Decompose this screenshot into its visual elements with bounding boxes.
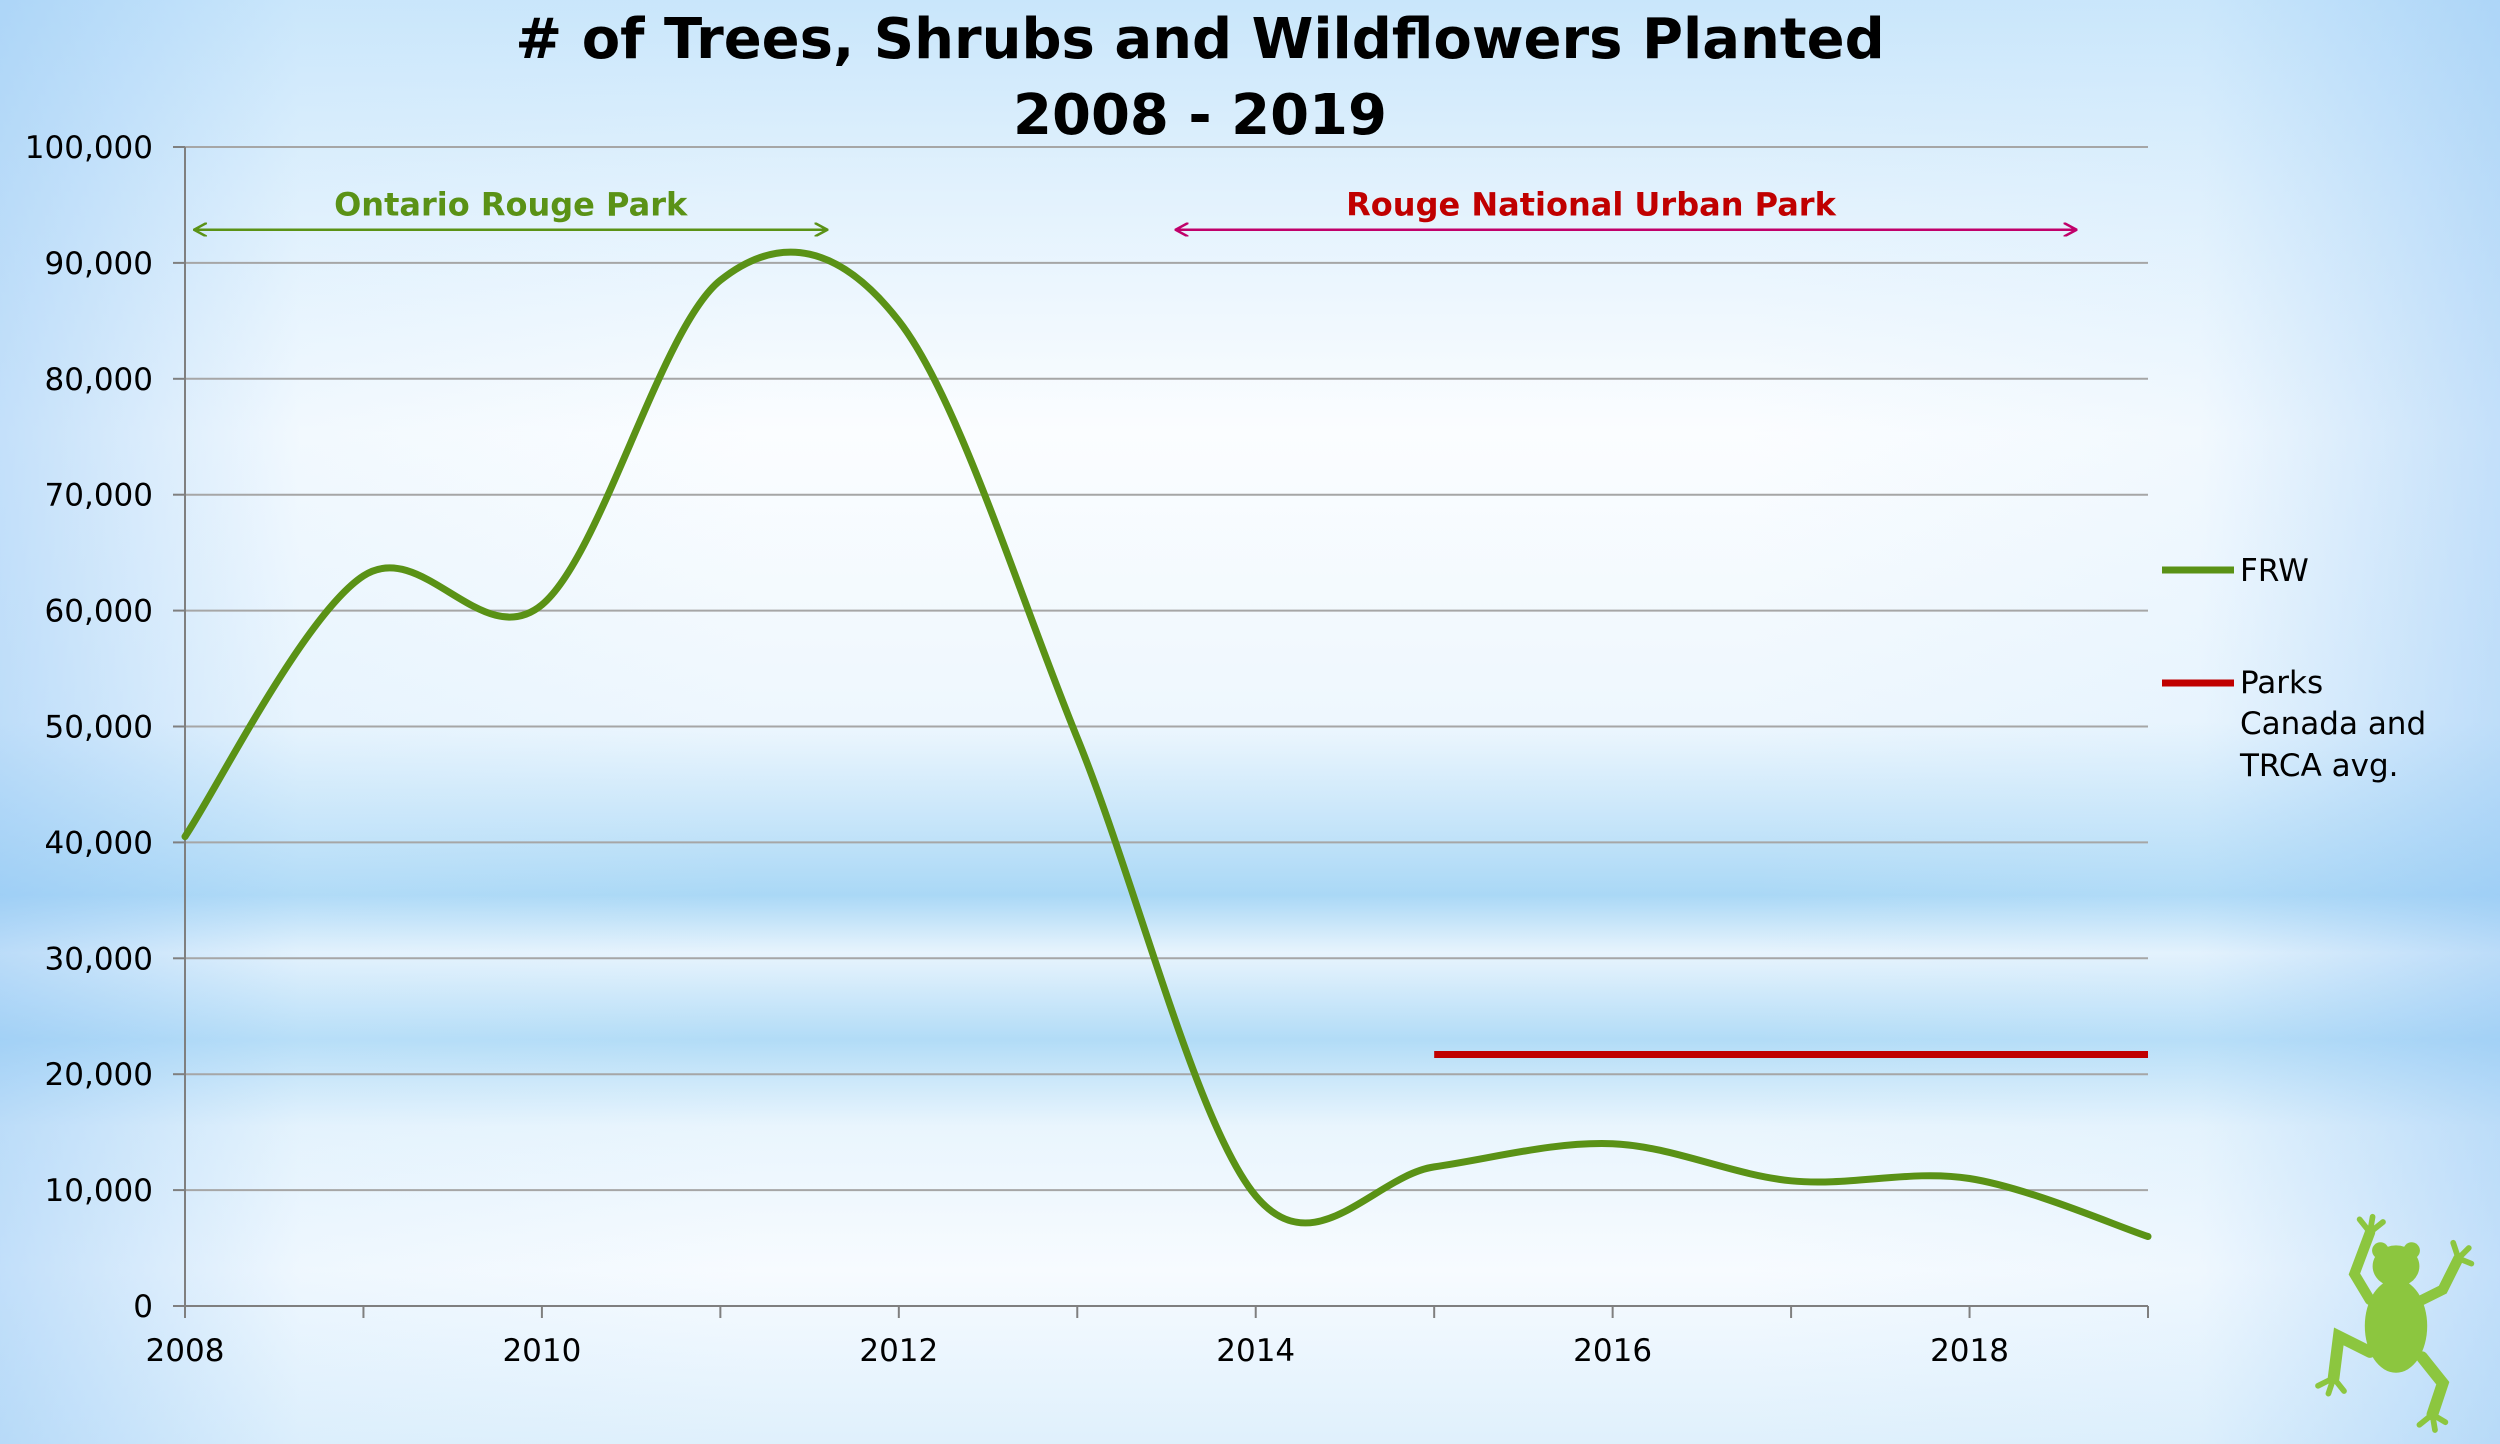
y-tick-label-70000: 70,000 (45, 478, 153, 514)
y-tick-label-10000: 10,000 (45, 1173, 153, 1209)
frw-point-2014 (1253, 1193, 1259, 1199)
x-axis-tick-labels: 2008 2010 2012 2014 2016 2018 (146, 1306, 2149, 1369)
legend-label-parks-line-3: TRCA avg. (2239, 748, 2399, 784)
y-tick-label-60000: 60,000 (45, 594, 153, 630)
chart-title-line-2: 2008 - 2019 (1013, 83, 1387, 148)
legend-label-frw: FRW (2240, 553, 2309, 589)
legend: FRW Parks Canada and TRCA avg. (2162, 553, 2426, 784)
annotation-label-1: Ontario Rouge Park (334, 186, 688, 224)
annotation-label-2: Rouge National Urban Park (1346, 186, 1836, 224)
frw-point-2015 (1431, 1164, 1437, 1170)
series-layer (181, 248, 2152, 1240)
y-tick-label-40000: 40,000 (45, 825, 153, 861)
y-tick-label-100000: 100,000 (25, 130, 153, 166)
axes (184, 147, 2148, 1307)
frw-point-2008 (182, 834, 188, 840)
frw-point-2009 (360, 573, 366, 579)
frw-point-2017 (1788, 1178, 1794, 1184)
y-axis-tick-labels: 0 10,000 20,000 30,000 40,000 50,000 60,000 70,… (25, 130, 185, 1325)
x-tick-label-2016: 2016 (1573, 1333, 1652, 1369)
frw-point-2013 (1074, 735, 1080, 741)
legend-label-parks-line-2: Canada and (2240, 706, 2426, 742)
frw-point-2018 (1967, 1176, 1973, 1182)
y-tick-label-20000: 20,000 (45, 1057, 153, 1093)
series-line-frw (181, 248, 2152, 1240)
frw-point-2012 (896, 318, 902, 324)
y-tick-label-50000: 50,000 (45, 710, 153, 746)
x-tick-label-2014: 2014 (1216, 1333, 1295, 1369)
legend-label-parks-line-1: Parks (2240, 665, 2323, 701)
x-tick-label-2018: 2018 (1930, 1333, 2009, 1369)
frw-point-2016 (1610, 1141, 1616, 1147)
x-tick-label-2012: 2012 (859, 1333, 938, 1369)
frog-icon (2315, 1213, 2475, 1433)
x-tick-label-2008: 2008 (146, 1333, 225, 1369)
frw-point-2010 (539, 602, 545, 608)
y-tick-label-0: 0 (133, 1289, 153, 1325)
y-tick-label-80000: 80,000 (45, 362, 153, 398)
frw-point-2019 (2145, 1233, 2151, 1239)
gridlines (185, 146, 2148, 1192)
frw-point-2011 (717, 277, 723, 283)
x-tick-label-2010: 2010 (502, 1333, 581, 1369)
annotations: Ontario Rouge Park Rouge National Urban P… (194, 186, 2077, 230)
y-tick-label-90000: 90,000 (45, 246, 153, 282)
chart-title-line-1: # of Trees, Shrubs and Wildflowers Plant… (515, 7, 1884, 72)
y-tick-label-30000: 30,000 (45, 941, 153, 977)
